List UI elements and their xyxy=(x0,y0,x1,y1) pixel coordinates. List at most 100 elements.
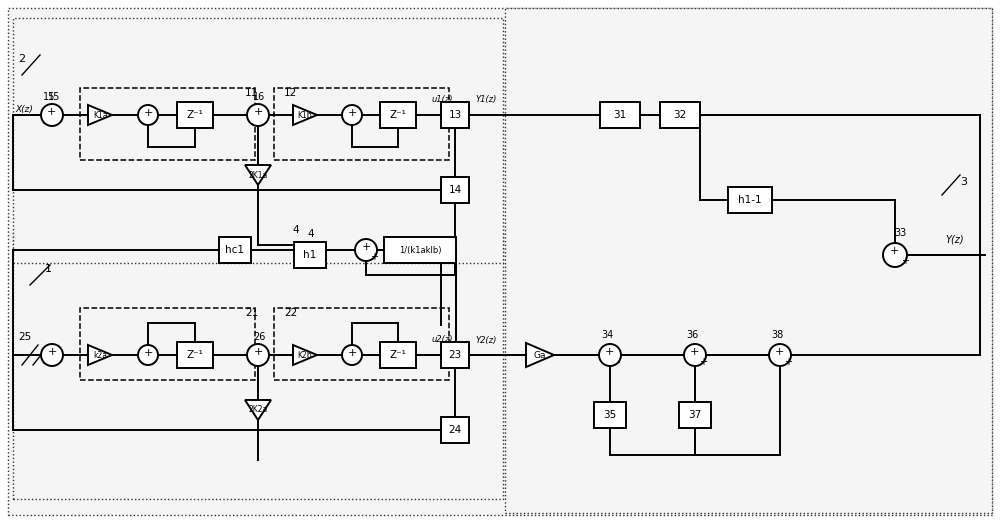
Circle shape xyxy=(355,239,377,261)
Circle shape xyxy=(138,345,158,365)
Text: +: + xyxy=(784,357,792,367)
Bar xyxy=(679,402,711,428)
Circle shape xyxy=(247,344,269,366)
Bar xyxy=(505,8,992,513)
Text: Ga: Ga xyxy=(534,350,546,359)
Text: 14: 14 xyxy=(448,185,462,195)
Bar xyxy=(600,102,640,128)
Text: +: + xyxy=(889,246,899,256)
Text: X(z): X(z) xyxy=(15,105,33,114)
Polygon shape xyxy=(245,165,271,185)
Text: Y1(z): Y1(z) xyxy=(475,95,496,104)
Text: Y(z): Y(z) xyxy=(945,235,964,245)
Text: Z⁻¹: Z⁻¹ xyxy=(187,350,203,360)
Bar xyxy=(274,308,449,380)
Circle shape xyxy=(41,344,63,366)
Text: -: - xyxy=(616,357,620,367)
Text: +: + xyxy=(370,252,378,262)
Polygon shape xyxy=(293,105,317,125)
Text: 22: 22 xyxy=(284,308,297,318)
Text: 2K2a: 2K2a xyxy=(248,405,268,415)
Text: 38: 38 xyxy=(771,330,783,340)
Text: 24: 24 xyxy=(448,425,462,435)
Text: Y2(z): Y2(z) xyxy=(475,336,496,345)
Circle shape xyxy=(138,105,158,125)
Text: +: + xyxy=(143,348,153,358)
Text: +: + xyxy=(347,348,357,358)
Bar xyxy=(80,88,255,160)
Text: 12: 12 xyxy=(284,88,297,98)
Bar xyxy=(80,308,255,380)
Circle shape xyxy=(769,344,791,366)
Bar xyxy=(728,187,772,213)
Bar xyxy=(177,102,213,128)
Bar xyxy=(177,342,213,368)
Bar xyxy=(660,102,700,128)
Circle shape xyxy=(247,104,269,126)
Polygon shape xyxy=(88,345,112,365)
Text: h1: h1 xyxy=(303,250,317,260)
Text: 32: 32 xyxy=(673,110,687,120)
Text: 36: 36 xyxy=(686,330,698,340)
Text: +: + xyxy=(253,107,263,117)
Text: u1(z): u1(z) xyxy=(432,95,454,104)
Bar xyxy=(274,88,449,160)
Text: 33: 33 xyxy=(894,228,906,238)
Text: 13: 13 xyxy=(448,110,462,120)
Text: u2(z): u2(z) xyxy=(432,335,454,344)
Circle shape xyxy=(342,345,362,365)
Text: 1/(k1aklb): 1/(k1aklb) xyxy=(399,245,441,255)
Circle shape xyxy=(599,344,621,366)
Text: -: - xyxy=(249,118,253,128)
Text: 11: 11 xyxy=(245,88,258,98)
Bar xyxy=(219,237,251,263)
Circle shape xyxy=(883,243,907,267)
Text: 2: 2 xyxy=(18,54,25,64)
Bar xyxy=(441,342,469,368)
Bar xyxy=(13,18,503,263)
Bar xyxy=(384,237,456,263)
Bar xyxy=(294,242,326,268)
Text: k2a: k2a xyxy=(93,350,107,359)
Bar xyxy=(441,417,469,443)
Bar xyxy=(380,342,416,368)
Bar xyxy=(13,232,503,499)
Text: 34: 34 xyxy=(601,330,613,340)
Text: 1: 1 xyxy=(45,264,52,274)
Text: -: - xyxy=(42,118,46,128)
Text: +: + xyxy=(604,347,614,357)
Text: 2K1a: 2K1a xyxy=(248,170,268,179)
Polygon shape xyxy=(245,400,271,420)
Text: 23: 23 xyxy=(448,350,462,360)
Text: +: + xyxy=(774,347,784,357)
Text: 4: 4 xyxy=(307,229,314,239)
Bar xyxy=(441,177,469,203)
Bar xyxy=(380,102,416,128)
Text: 25: 25 xyxy=(18,332,31,342)
Text: +: + xyxy=(46,107,56,117)
Text: 35: 35 xyxy=(603,410,617,420)
Text: +: + xyxy=(347,108,357,118)
Text: Z⁻¹: Z⁻¹ xyxy=(187,110,203,120)
Polygon shape xyxy=(293,345,317,365)
Text: +: + xyxy=(253,347,263,357)
Text: -: - xyxy=(42,358,46,368)
Text: 31: 31 xyxy=(613,110,627,120)
Text: +: + xyxy=(143,108,153,118)
Polygon shape xyxy=(88,105,112,125)
Circle shape xyxy=(41,104,63,126)
Text: +: + xyxy=(47,347,57,357)
Text: +: + xyxy=(901,256,909,266)
Text: 37: 37 xyxy=(688,410,702,420)
Text: 4: 4 xyxy=(292,225,299,235)
Text: Z⁻¹: Z⁻¹ xyxy=(390,110,406,120)
Text: 21: 21 xyxy=(245,308,258,318)
Text: 3: 3 xyxy=(960,177,967,187)
Text: +: + xyxy=(689,347,699,357)
Text: 16: 16 xyxy=(253,92,265,102)
Text: K2b: K2b xyxy=(298,350,312,359)
Text: h1-1: h1-1 xyxy=(738,195,762,205)
Text: hc1: hc1 xyxy=(226,245,244,255)
Text: K1a: K1a xyxy=(93,110,107,119)
Text: +: + xyxy=(699,357,707,367)
